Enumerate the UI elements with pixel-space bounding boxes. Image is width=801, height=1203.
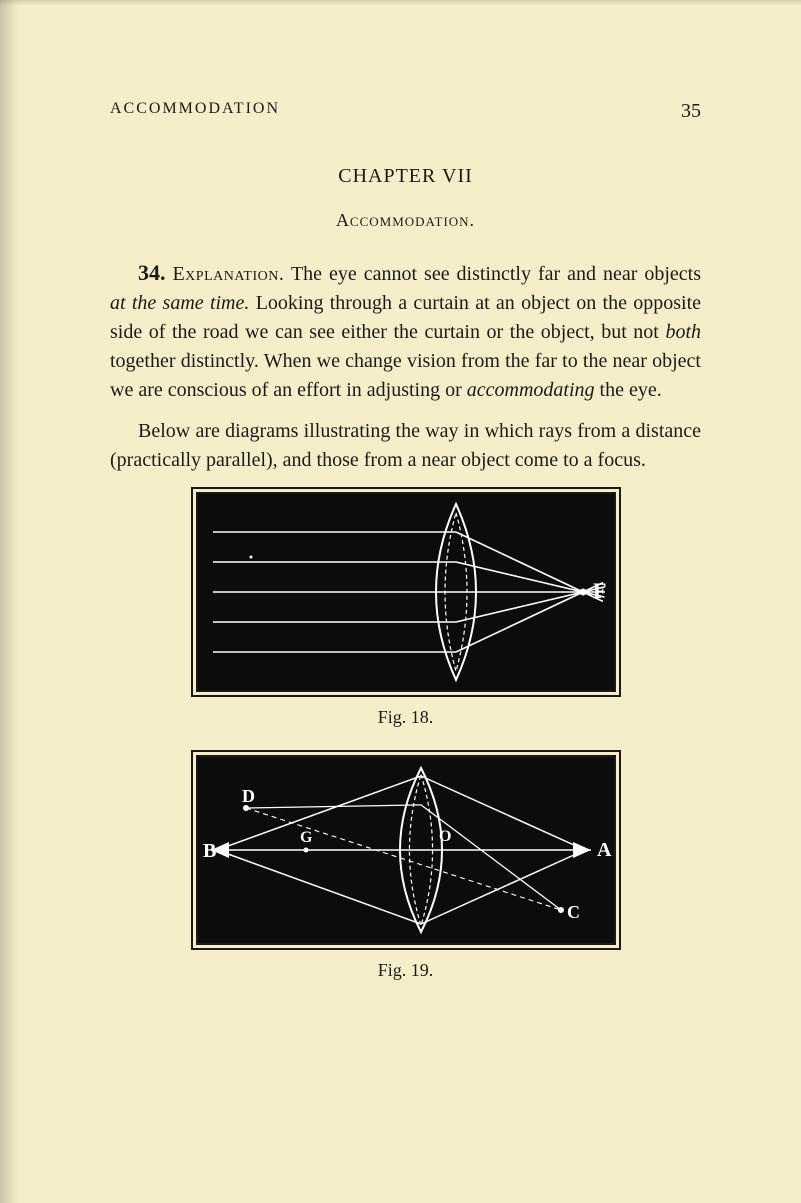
figure-19: A B C D G O Fig. 19. — [110, 750, 701, 995]
para-number: 34. — [138, 260, 166, 285]
svg-text:B: B — [203, 840, 216, 862]
figure-19-diagram: A B C D G O — [191, 750, 621, 950]
svg-text:D: D — [242, 786, 255, 806]
para-italic-2: both — [665, 321, 701, 343]
svg-text:A: A — [597, 839, 612, 861]
svg-text:F: F — [593, 578, 606, 603]
figure-18-caption: Fig. 18. — [378, 707, 434, 728]
para-italic-3: accommodating — [467, 379, 595, 401]
paragraph-2: Below are diagrams illustrating the way … — [110, 417, 701, 475]
page-top-shadow — [0, 0, 801, 6]
figure-19-caption: Fig. 19. — [378, 960, 434, 981]
figure-18-diagram: F — [191, 487, 621, 697]
paragraph-1: 34. Explanation. The eye cannot see dist… — [110, 257, 701, 405]
svg-text:O: O — [439, 828, 451, 845]
running-title: ACCOMMODATION — [110, 100, 280, 123]
book-page: ACCOMMODATION 35 CHAPTER VII Accommodati… — [0, 0, 801, 1035]
chapter-heading: CHAPTER VII — [110, 165, 701, 188]
svg-text:C: C — [567, 902, 580, 922]
svg-text:G: G — [300, 829, 313, 846]
section-title: Accommodation. — [110, 210, 701, 231]
running-header: ACCOMMODATION 35 — [110, 100, 701, 123]
para-text: The eye cannot see distinctly far and ne… — [291, 263, 701, 285]
para-lead: Explanation. — [172, 263, 284, 285]
figure-18: F Fig. 18. — [110, 487, 701, 742]
para-text: the eye. — [600, 379, 662, 401]
page-left-shadow — [0, 0, 18, 1203]
para-italic-1: at the same time. — [110, 292, 249, 314]
page-number: 35 — [681, 100, 701, 123]
